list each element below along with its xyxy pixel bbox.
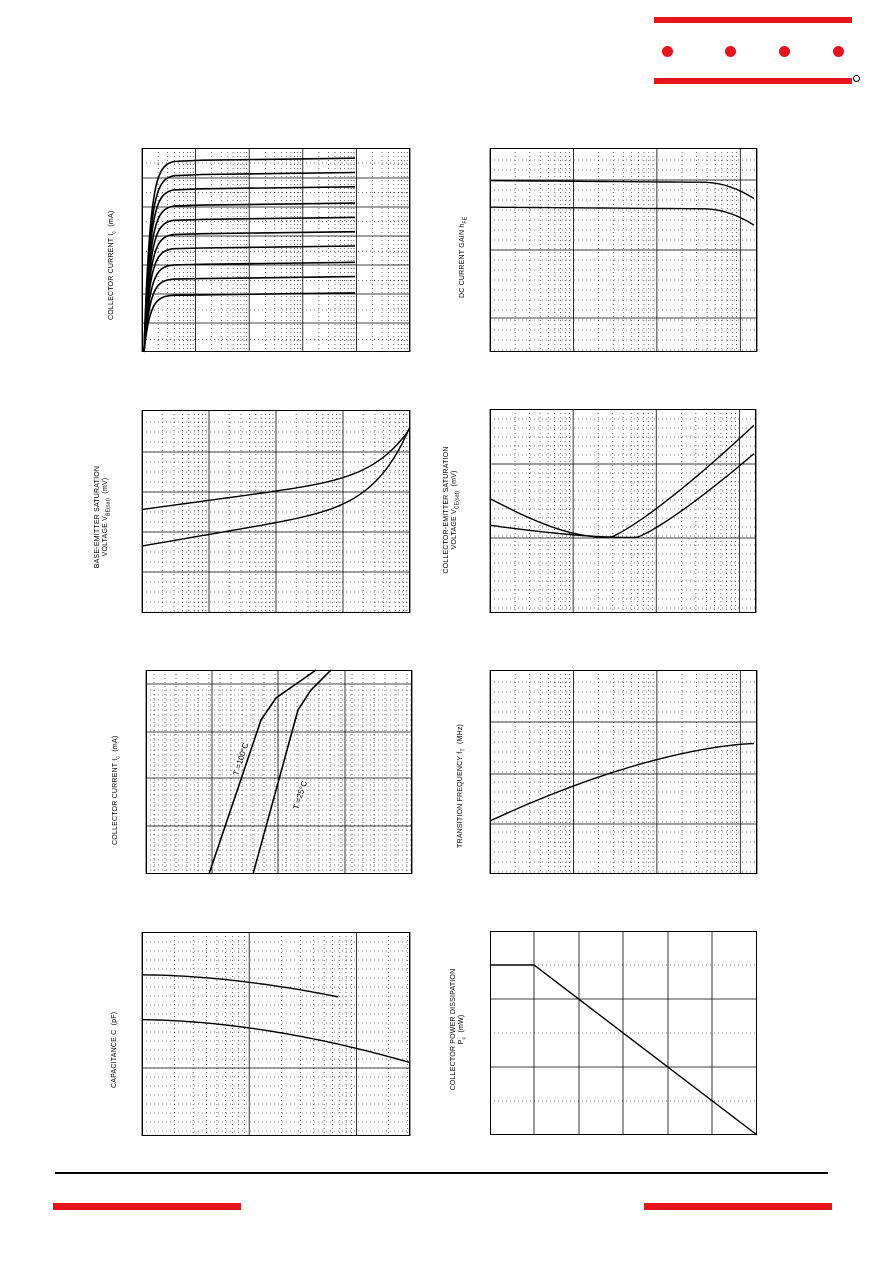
chart-power-derating xyxy=(490,931,758,1136)
logo-dot-2 xyxy=(725,46,736,57)
ft-curve xyxy=(489,742,755,822)
c8-ylabel: COLLECTOR POWER DISSIPATION Pc (mW) xyxy=(450,968,468,1091)
hfe-curve-1 xyxy=(489,179,755,200)
vce-curve-1 xyxy=(489,424,755,539)
c4-ylabel: COLLECTOR-EMITTER SATURATION VOLTAGE VCE… xyxy=(443,446,461,574)
chart-capacitance xyxy=(141,932,411,1136)
footer-rule xyxy=(55,1172,828,1174)
c6-ylabel: TRANSITION FREQUENCY fT (MHz) xyxy=(457,723,467,848)
chart-transfer-characteristics: T =100°CT =25°C xyxy=(145,669,413,875)
output-curve-5 xyxy=(143,230,356,353)
cap-curve-2 xyxy=(142,1019,411,1064)
plot-frame xyxy=(490,931,757,1135)
plot-frame xyxy=(142,410,410,613)
logo-dot-1 xyxy=(662,46,673,57)
output-curve-10 xyxy=(143,157,356,353)
plot-frame xyxy=(490,670,757,874)
output-curve-1 xyxy=(143,292,356,353)
logo-dot-3 xyxy=(779,46,790,57)
output-curve-6 xyxy=(143,216,356,353)
output-curve-2 xyxy=(143,275,356,353)
logo-bottom-bar xyxy=(654,78,852,84)
c5-ylabel: COLLECTOR CURRENT Ic (mA) xyxy=(112,735,122,845)
transfer-curve-100c xyxy=(208,669,317,875)
footer-right-bar xyxy=(644,1203,832,1210)
cap-curve-1 xyxy=(141,974,339,998)
c7-ylabel: CAPACITANCE C (pF) xyxy=(111,1011,118,1088)
hfe-curve-2 xyxy=(490,206,755,226)
logo-top-bar xyxy=(654,17,852,23)
vbe-curve-1 xyxy=(141,427,411,511)
plot-frame xyxy=(146,670,412,874)
chart-transition-frequency xyxy=(489,670,758,874)
c3-ylabel: BASE-EMITTER SATURATION VOLTAGE VBE(sat)… xyxy=(94,465,112,569)
chart-output-characteristics xyxy=(141,148,411,353)
output-curve-3 xyxy=(143,261,356,353)
registered-mark-icon xyxy=(853,75,860,82)
chart-vce-saturation xyxy=(489,409,757,613)
chart-vbe-saturation xyxy=(141,410,411,613)
logo-dot-4 xyxy=(833,46,844,57)
output-curve-7 xyxy=(143,202,356,353)
footer-left-bar xyxy=(53,1203,241,1210)
c1-ylabel: COLLECTOR CURRENT Ic (mA) xyxy=(108,210,118,320)
plot-frame xyxy=(490,148,757,352)
c2-ylabel: DC CURRENT GAIN hFE xyxy=(459,216,469,298)
derating-line xyxy=(490,964,758,1136)
plot-frame xyxy=(142,932,410,1136)
vbe-curve-2 xyxy=(141,426,411,547)
plot-frame xyxy=(490,409,756,613)
output-curve-4 xyxy=(143,245,356,353)
transfer-curve-25c xyxy=(252,669,332,875)
chart-dc-current-gain xyxy=(489,148,758,352)
plot-frame xyxy=(142,148,410,352)
vce-curve-2 xyxy=(489,453,755,539)
